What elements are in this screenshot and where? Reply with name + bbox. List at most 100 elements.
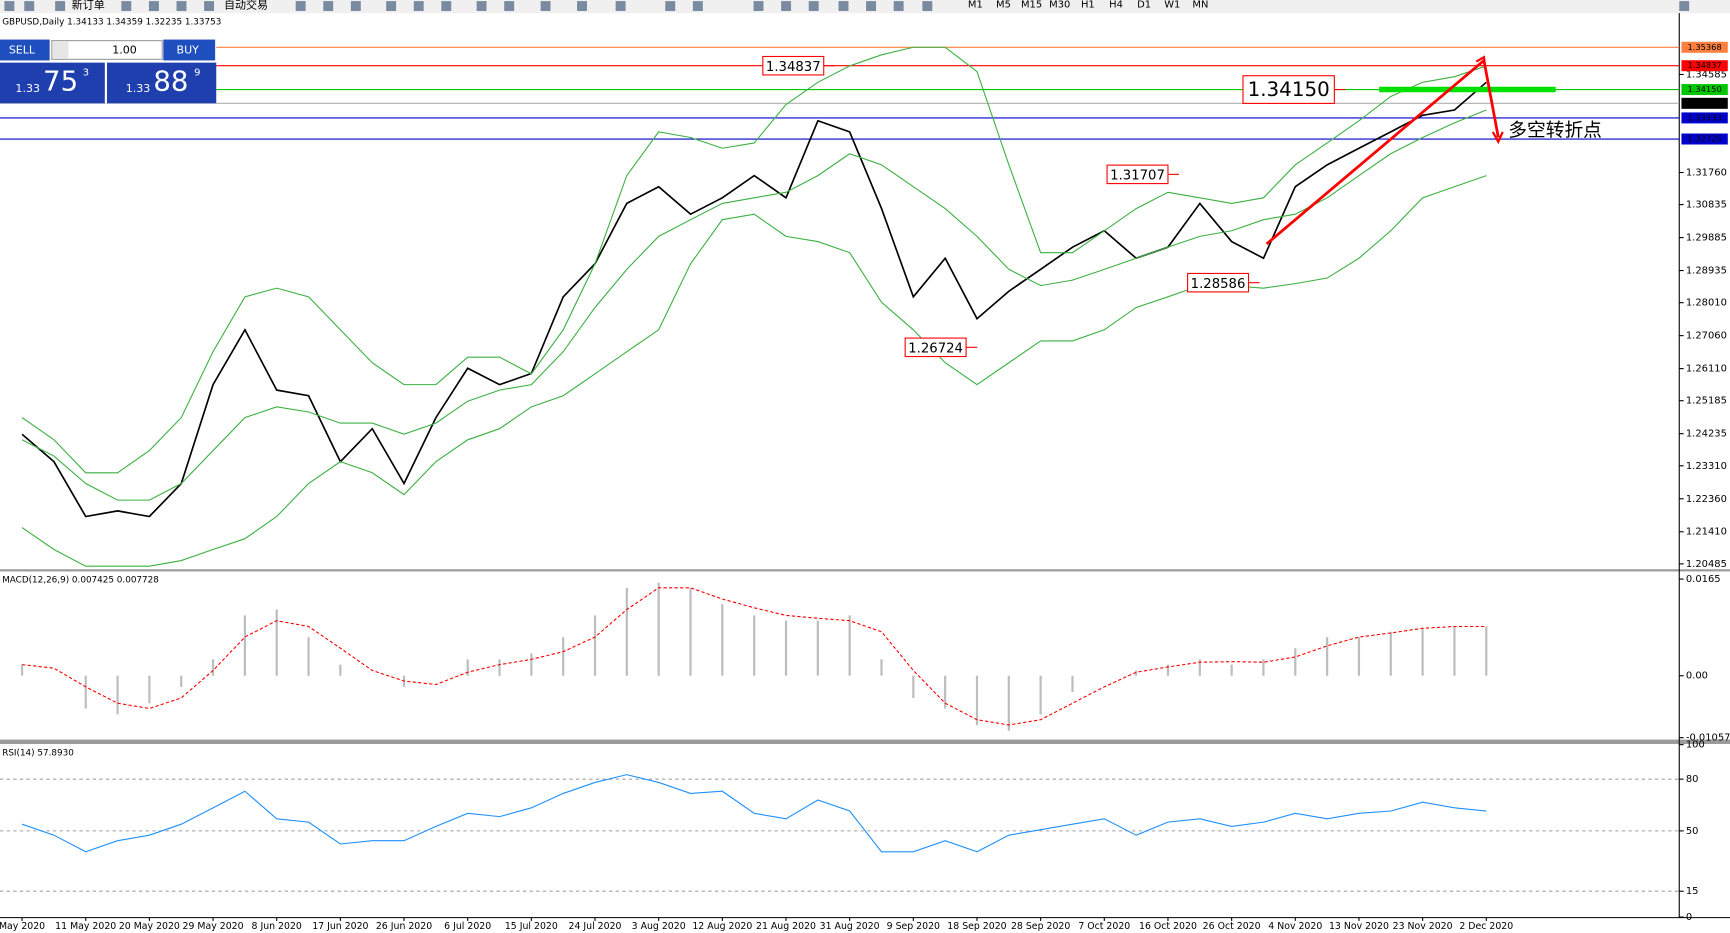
y-tick-label: 1.21410 <box>1686 527 1727 538</box>
y-tick-label: 1.26110 <box>1686 364 1727 375</box>
toolbar-icons <box>4 1 1690 11</box>
series-line <box>22 587 1487 726</box>
plot: 1.34585 1.31760 1.30835 1.29885 1.28935 1.280… <box>0 17 1730 932</box>
buy-label[interactable]: BUY <box>177 44 200 57</box>
price-tag-label: 1.33333 <box>1688 112 1722 122</box>
panel <box>20 582 1488 731</box>
timeframes: M1 M5 M15 M30 H1 H4 D1 W1 MN <box>968 0 1209 10</box>
annotation-label: 1.28586 <box>1191 277 1246 292</box>
ask-main: 88 <box>153 65 188 97</box>
lot-value[interactable]: 1.00 <box>112 44 137 57</box>
toolbar-button[interactable]: 自动交易 <box>224 0 268 11</box>
y-tick-label: 0.0165 <box>1686 574 1721 585</box>
annotation-label: 1.34837 <box>766 60 821 75</box>
series-line <box>21 81 1487 518</box>
x-tick-label: 31 Aug 2020 <box>820 921 880 932</box>
panel-title: GBPUSD,Daily 1.34133 1.34359 1.32235 1.3… <box>2 17 221 27</box>
x-tick-label: 26 Jun 2020 <box>376 921 432 932</box>
timeframe[interactable]: H1 <box>1081 0 1095 10</box>
y-tick-label: 1.25185 <box>1686 396 1727 407</box>
bid-big: 1.33 <box>15 82 40 95</box>
spin[interactable] <box>52 41 69 59</box>
y-tick-label: 1.23310 <box>1686 461 1727 472</box>
toolbar-button[interactable]: 新订单 <box>72 0 105 11</box>
ask-pip: 9 <box>194 68 200 79</box>
series-line <box>21 109 1487 501</box>
buy-button[interactable] <box>163 39 216 61</box>
price-tag <box>1681 133 1728 145</box>
x-tick-label: May 2020 <box>0 921 45 932</box>
x-tick-label: 7 Oct 2020 <box>1078 921 1130 932</box>
price-tag-label: 1.35368 <box>1688 42 1722 52</box>
y-tick-label: 1.29885 <box>1686 233 1727 244</box>
y-tick-label: 100 <box>1686 740 1705 751</box>
annotation-label: 1.34150 <box>1248 78 1330 101</box>
y-tick-label: 80 <box>1686 774 1699 785</box>
series-line <box>21 774 1487 853</box>
x-tick-label: 11 May 2020 <box>55 921 116 932</box>
timeframe[interactable]: H4 <box>1109 0 1123 10</box>
y-tick-label: 0 <box>1686 912 1692 923</box>
price-tag-label: 1.34837 <box>1688 60 1722 70</box>
arrow-head <box>1475 55 1504 145</box>
x-tick-label: 23 Nov 2020 <box>1393 921 1453 932</box>
x-tick-label: 18 Sep 2020 <box>947 921 1006 932</box>
price-tag <box>1681 60 1728 72</box>
price-tag <box>1681 84 1728 96</box>
note: 多空转折点 <box>1508 120 1602 141</box>
y-tick-label: 1.31760 <box>1686 168 1727 179</box>
current-price-label: 1.33753 <box>1688 98 1722 108</box>
timeframe[interactable]: M5 <box>996 0 1011 10</box>
x-tick-label: 24 Jul 2020 <box>569 921 622 932</box>
sell-label[interactable]: SELL <box>9 44 36 57</box>
x-tick-label: 16 Oct 2020 <box>1139 921 1197 932</box>
timeframe[interactable]: M1 <box>968 0 983 10</box>
annotation-box <box>1242 75 1335 104</box>
lot-input[interactable] <box>51 40 163 60</box>
annotation-label: 1.31707 <box>1110 168 1165 183</box>
x-tick-label: 13 Nov 2020 <box>1329 921 1389 932</box>
bid-pip: 3 <box>83 68 89 79</box>
panel <box>0 774 1680 892</box>
y-tick-label: 1.22360 <box>1686 494 1727 505</box>
panel <box>0 46 1680 567</box>
y-tick-label: 1.30835 <box>1686 200 1727 211</box>
x-tick-label: 26 Oct 2020 <box>1203 921 1261 932</box>
trade-panel: SELL 1.00 BUY 1.33 75 3 1.33 88 9 <box>0 38 217 104</box>
sell-button[interactable] <box>0 39 50 61</box>
price-tag <box>1681 41 1728 53</box>
y-tick-label: 1.24235 <box>1686 429 1727 440</box>
y-tick-label: 0.00 <box>1686 671 1708 682</box>
y-tick-label: 1.34585 <box>1686 69 1727 80</box>
x-tick-label: 17 Jun 2020 <box>312 921 368 932</box>
current-price-tag <box>1681 97 1728 109</box>
timeframe[interactable]: M15 <box>1021 0 1042 10</box>
timeframe[interactable]: M30 <box>1049 0 1070 10</box>
toolbar <box>0 0 1730 14</box>
x-tick-label: 4 Nov 2020 <box>1268 921 1322 932</box>
panel-title: MACD(12,26,9) 0.007425 0.007728 <box>2 576 159 586</box>
x-tick-label: 20 May 2020 <box>119 921 180 932</box>
timeframe[interactable]: W1 <box>1164 0 1180 10</box>
ask-box[interactable] <box>107 62 217 104</box>
x-tick-label: 12 Aug 2020 <box>692 921 752 932</box>
timeframe[interactable]: D1 <box>1137 0 1151 10</box>
y-tick-label: 1.28010 <box>1686 298 1727 309</box>
bid-box[interactable] <box>0 62 105 104</box>
x-tick-label: 3 Aug 2020 <box>632 921 686 932</box>
timeframe[interactable]: MN <box>1192 0 1208 10</box>
series-line <box>21 175 1487 567</box>
y-tick-label: 1.20485 <box>1686 559 1727 570</box>
y-tick-label: 1.28935 <box>1686 266 1727 277</box>
series-line <box>21 46 1487 474</box>
x-tick-label: 8 Jun 2020 <box>252 921 302 932</box>
x-tick-label: 21 Aug 2020 <box>756 921 816 932</box>
panel-title: RSI(14) 57.8930 <box>2 748 74 758</box>
x-tick-label: 2 Dec 2020 <box>1459 921 1513 932</box>
y-tick-label: 50 <box>1686 826 1699 837</box>
annotation-label: 1.26724 <box>908 341 963 356</box>
price-tag-label: 1.34150 <box>1688 84 1722 94</box>
ask-big: 1.33 <box>126 82 151 95</box>
